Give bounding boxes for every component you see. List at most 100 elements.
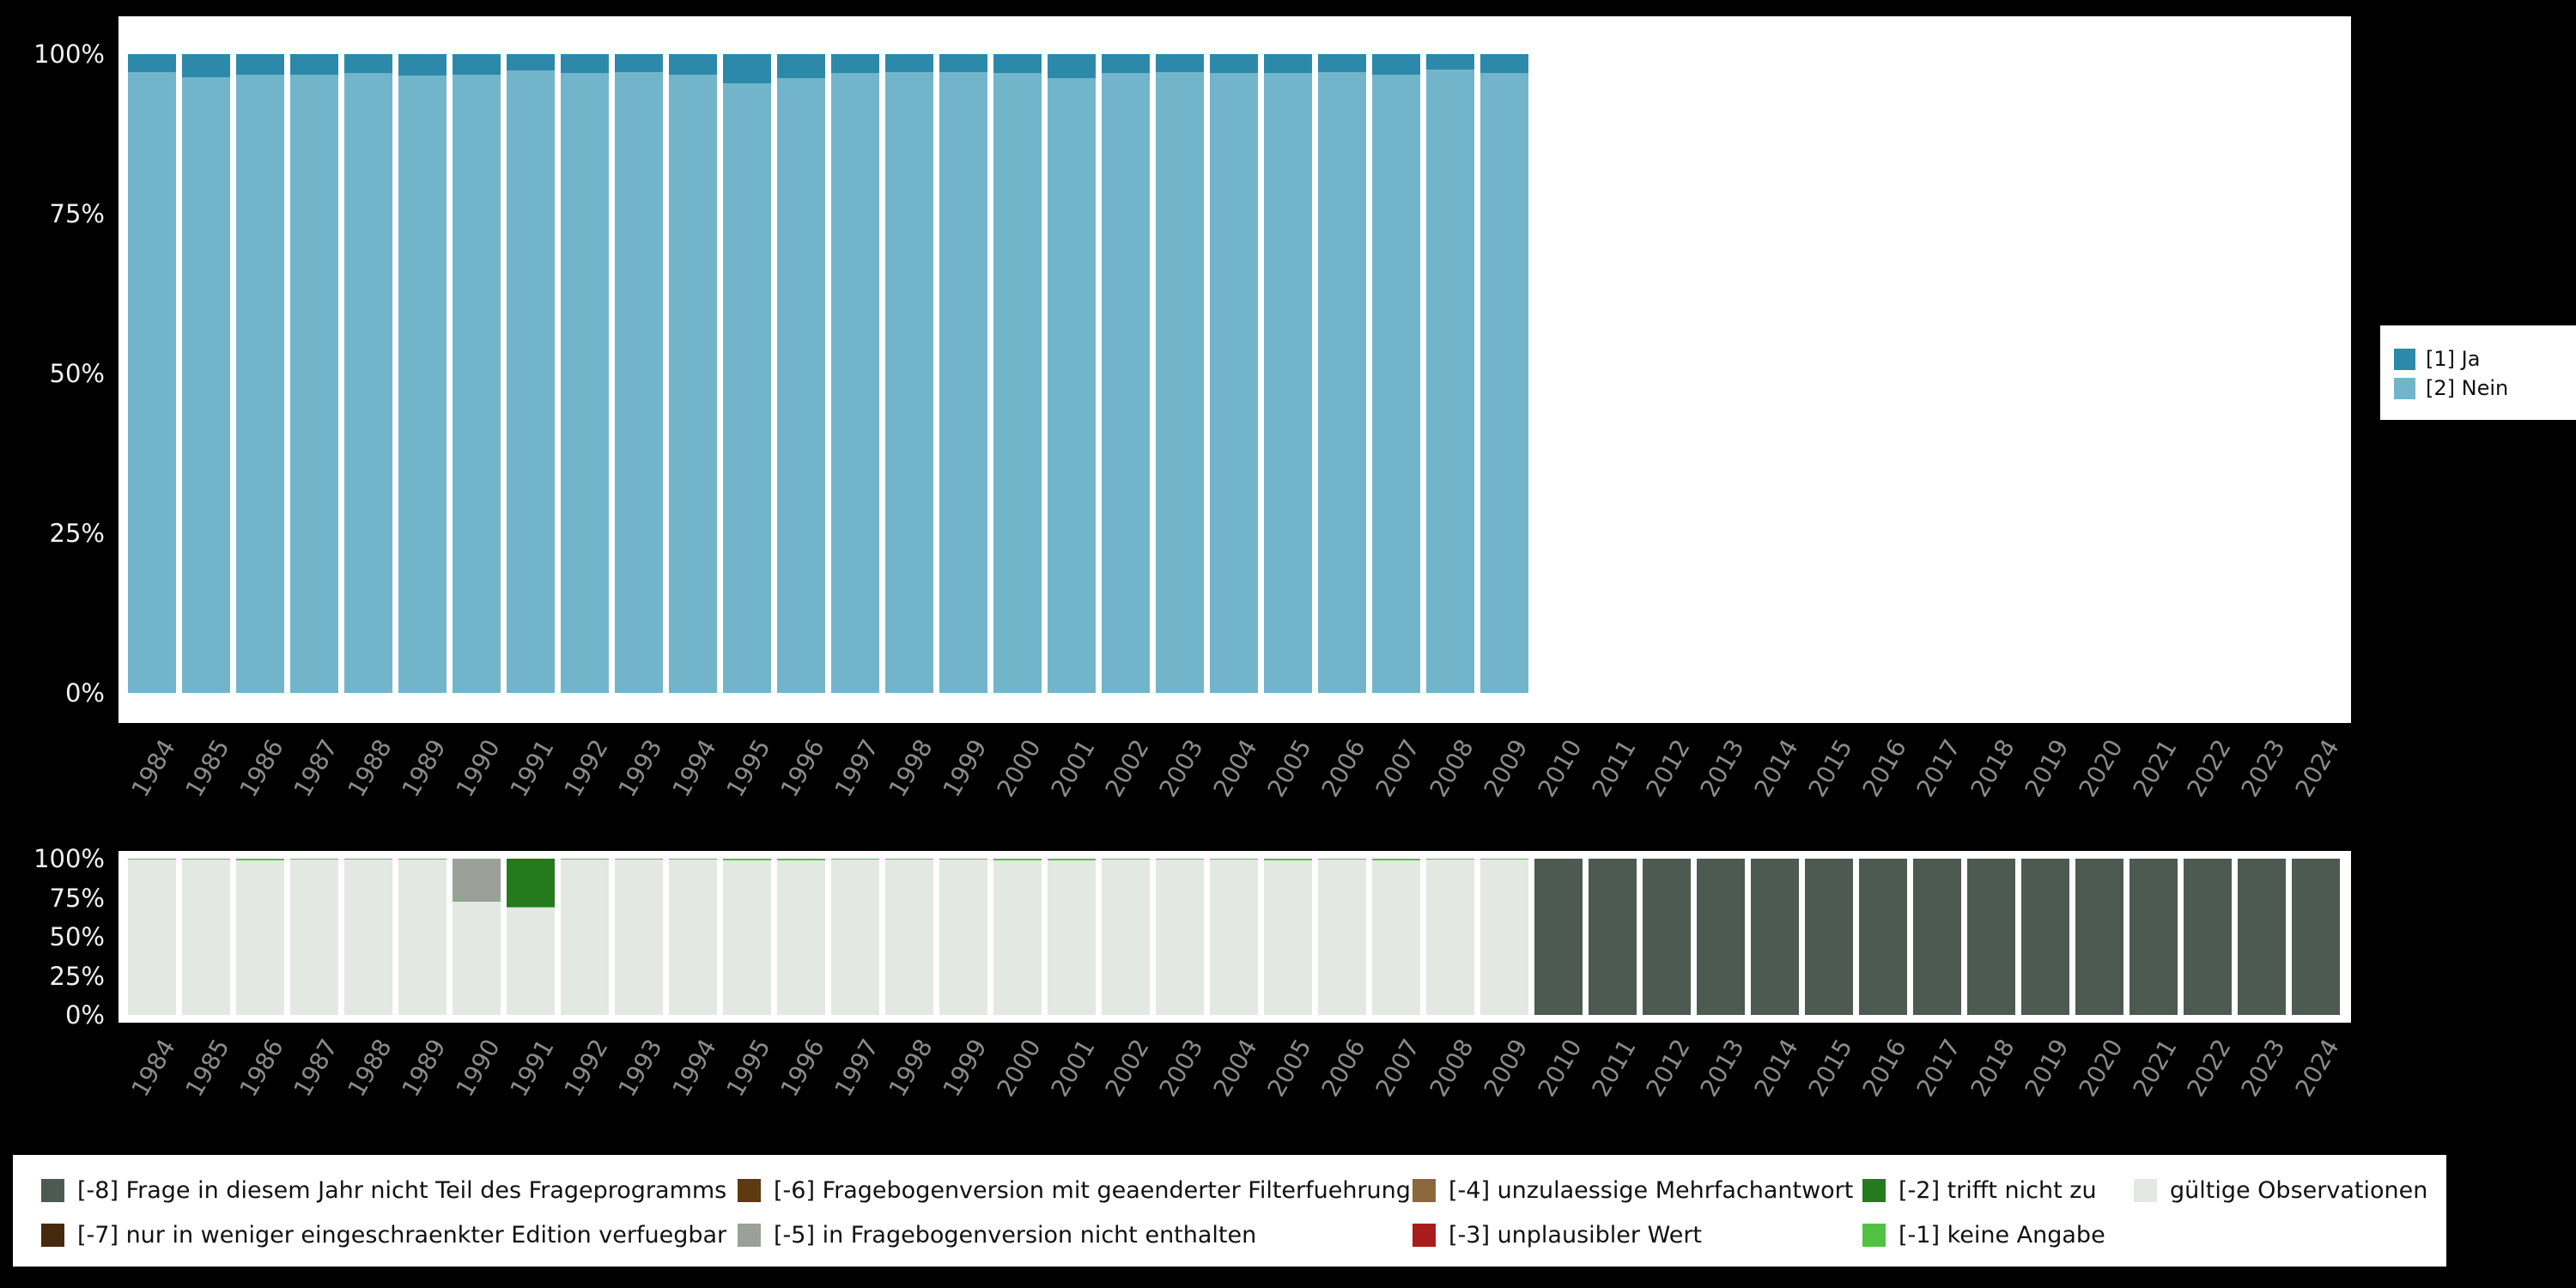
bar-segment-nein-1992: [561, 73, 609, 693]
bar-segment-ja-2008: [1426, 54, 1474, 70]
legend-swatch-valid: [2134, 1179, 2157, 1202]
bar-segment-valid-2001: [1048, 860, 1096, 1015]
bar-segment-valid-2006: [1318, 860, 1366, 1015]
bar-segment-nein-1994: [669, 74, 717, 693]
bar-segment-m1-2004: [1210, 859, 1258, 860]
bar-segment-m8-2010: [1534, 859, 1583, 1015]
bar-segment-valid-2004: [1210, 860, 1258, 1015]
bar-segment-ja-2005: [1264, 54, 1312, 74]
bar-segment-ja-1985: [182, 54, 230, 77]
legend-label-m1: [-1] keine Angabe: [1899, 1222, 2105, 1249]
bar-segment-ja-1995: [723, 54, 771, 84]
legend-label-m7: [-7] nur in weniger eingeschraenkter Edi…: [77, 1222, 727, 1249]
bar-segment-ja-1999: [939, 54, 987, 72]
bar-segment-nein-2008: [1426, 69, 1474, 693]
legend-swatch-m1: [1862, 1224, 1886, 1247]
bar-segment-nein-1999: [939, 71, 987, 693]
bar-segment-ja-1991: [507, 54, 555, 71]
bar-segment-m8-2022: [2184, 859, 2232, 1015]
bar-segment-m8-2021: [2129, 859, 2178, 1015]
bar-segment-m1-1985: [182, 859, 230, 860]
bar-segment-nein-2001: [1048, 78, 1096, 693]
bar-segment-m8-2018: [1967, 859, 2015, 1015]
bar-segment-ja-1987: [290, 54, 338, 75]
bar-segment-nein-1987: [290, 74, 338, 693]
y-tick-label: 0%: [64, 1000, 105, 1030]
bar-segment-m8-2012: [1643, 859, 1691, 1015]
bar-segment-valid-2009: [1480, 860, 1528, 1015]
bar-segment-ja-2009: [1480, 54, 1528, 74]
bar-segment-m8-2013: [1697, 859, 1745, 1015]
legend-label-m5: [-5] in Fragebogenversion nicht enthalte…: [774, 1222, 1257, 1249]
bar-segment-ja-1989: [398, 54, 447, 76]
bar-segment-m1-1986: [236, 859, 284, 860]
bar-segment-valid-2005: [1264, 860, 1312, 1015]
bar-segment-nein-1998: [885, 71, 933, 693]
legend-label-m8: [-8] Frage in diesem Jahr nicht Teil des…: [77, 1177, 727, 1204]
bar-segment-nein-2004: [1210, 73, 1258, 693]
bar-segment-m1-1991: [507, 907, 555, 908]
bar-segment-m1-1996: [777, 859, 825, 860]
bar-segment-m8-2014: [1751, 859, 1799, 1015]
bar-segment-ja-1997: [831, 54, 879, 74]
y-tick-label: 100%: [33, 39, 105, 69]
y-tick-label: 100%: [33, 844, 105, 873]
legend-label-m3: [-3] unplausibler Wert: [1449, 1222, 1703, 1249]
missing-values-chart-panel: [118, 851, 2351, 1023]
bar-segment-nein-2007: [1372, 74, 1420, 693]
bar-segment-m1-2007: [1372, 859, 1420, 860]
legend-swatch-m6: [738, 1179, 761, 1202]
bar-segment-m1-1988: [344, 859, 392, 860]
bar-segment-nein-1986: [236, 74, 284, 693]
bar-segment-m1-2000: [993, 859, 1042, 860]
bar-segment-ja-1984: [128, 54, 176, 72]
bar-segment-ja-2007: [1372, 54, 1420, 75]
legend-swatch-m8: [41, 1179, 64, 1202]
bar-segment-ja-2002: [1102, 54, 1150, 74]
bar-segment-nein-1996: [777, 78, 825, 693]
bar-segment-m1-1999: [939, 859, 987, 860]
bar-segment-valid-1994: [669, 860, 717, 1015]
bar-segment-m1-1997: [831, 859, 879, 860]
bar-segment-valid-1985: [182, 859, 230, 1015]
bar-segment-ja-2004: [1210, 54, 1258, 74]
legend-item-ja: [1] Ja: [2394, 348, 2576, 370]
bar-segment-ja-1990: [453, 54, 501, 75]
bar-segment-valid-1991: [507, 908, 555, 1015]
bar-segment-nein-1990: [453, 74, 501, 693]
bar-segment-ja-1988: [344, 54, 392, 74]
legend-swatch-m5: [738, 1224, 761, 1247]
legend-label-m6: [-6] Fragebogenversion mit geaenderter F…: [774, 1177, 1411, 1204]
bar-segment-m8-2019: [2021, 859, 2069, 1015]
bar-segment-ja-1994: [669, 54, 717, 75]
bar-segment-valid-2002: [1102, 860, 1150, 1015]
y-tick-label: 50%: [49, 922, 105, 951]
bar-segment-m8-2015: [1805, 859, 1853, 1015]
bar-segment-nein-1995: [723, 83, 771, 693]
bar-segment-m1-2005: [1264, 859, 1312, 860]
y-tick-label: 25%: [49, 519, 105, 548]
bar-segment-nein-2000: [993, 73, 1042, 693]
bar-segment-m1-1995: [723, 859, 771, 860]
bar-segment-m1-1998: [885, 859, 933, 860]
bar-segment-ja-2003: [1156, 54, 1204, 72]
bar-segment-nein-2002: [1102, 73, 1150, 693]
bar-segment-m2-1991: [507, 859, 555, 908]
bar-segment-valid-1986: [236, 860, 284, 1015]
bar-segment-valid-1995: [723, 860, 771, 1015]
legend-swatch-ja: [2394, 348, 2415, 370]
bar-segment-m1-2008: [1426, 859, 1474, 860]
bar-segment-m1-1990: [453, 901, 501, 902]
legend-item-nein: [2] Nein: [2394, 377, 2576, 399]
y-tick-label: 75%: [49, 199, 105, 228]
legend-label-m2: [-2] trifft nicht zu: [1899, 1177, 2097, 1204]
bar-segment-valid-1987: [290, 860, 338, 1015]
bar-segment-m1-1987: [290, 859, 338, 860]
bar-segment-nein-1984: [128, 71, 176, 693]
legend-label-nein: [2] Nein: [2426, 376, 2509, 400]
y-tick-label: 25%: [49, 961, 105, 991]
legend-swatch-m2: [1862, 1179, 1886, 1202]
bar-segment-valid-1988: [344, 860, 392, 1015]
bar-segment-m1-2001: [1048, 859, 1096, 860]
